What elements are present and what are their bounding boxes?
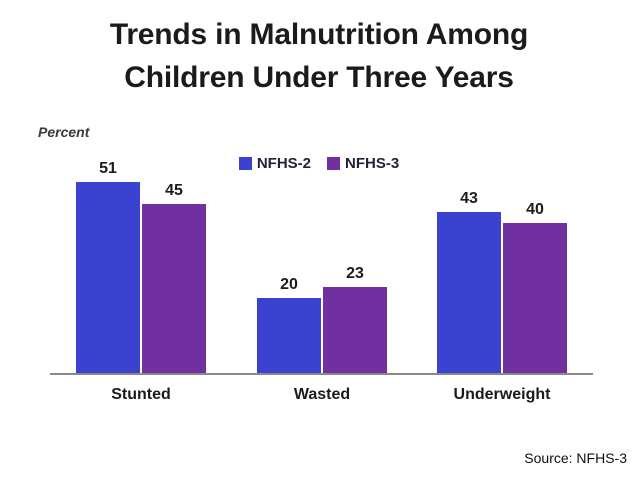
slide-title: Trends in Malnutrition Among Children Und… [0,13,638,99]
bar-value-nfhs-3-underweight: 40 [526,201,544,218]
bar-value-nfhs-2-stunted: 51 [99,160,117,177]
slide-title-line-2: Children Under Three Years [124,61,514,94]
bar-value-nfhs-2-underweight: 43 [460,190,478,207]
x-axis-line [50,373,593,375]
legend-swatch-nfhs-3 [327,157,340,170]
legend-swatch-nfhs-2 [238,157,252,170]
bar-nfhs-2-wasted [257,298,321,373]
slide-title-line-1: Trends in Malnutrition Among [109,18,529,51]
bar-nfhs-3-wasted [323,287,387,373]
legend-item-nfhs-2: NFHS-2 [238,155,311,172]
bar-nfhs-2-stunted [76,182,140,373]
legend-label-nfhs-2: NFHS-2 [256,155,311,172]
bar-value-nfhs-3-stunted: 45 [165,182,183,199]
bar-nfhs-3-underweight [503,223,567,373]
bar-value-nfhs-3-wasted: 23 [346,265,364,282]
bar-nfhs-3-stunted [142,204,206,373]
legend-item-nfhs-3: NFHS-3 [327,155,399,172]
category-label-underweight: Underweight [453,386,551,403]
bar-nfhs-2-underweight [437,212,501,373]
bar-value-nfhs-2-wasted: 20 [280,276,298,293]
source-note: Source: NFHS-3 [524,450,627,466]
y-axis-label: Percent [38,124,90,140]
legend-label-nfhs-3: NFHS-3 [345,155,400,172]
category-label-wasted: Wasted [293,386,351,403]
category-label-stunted: Stunted [111,386,171,403]
chart-legend: NFHS-2 NFHS-3 [0,155,638,172]
